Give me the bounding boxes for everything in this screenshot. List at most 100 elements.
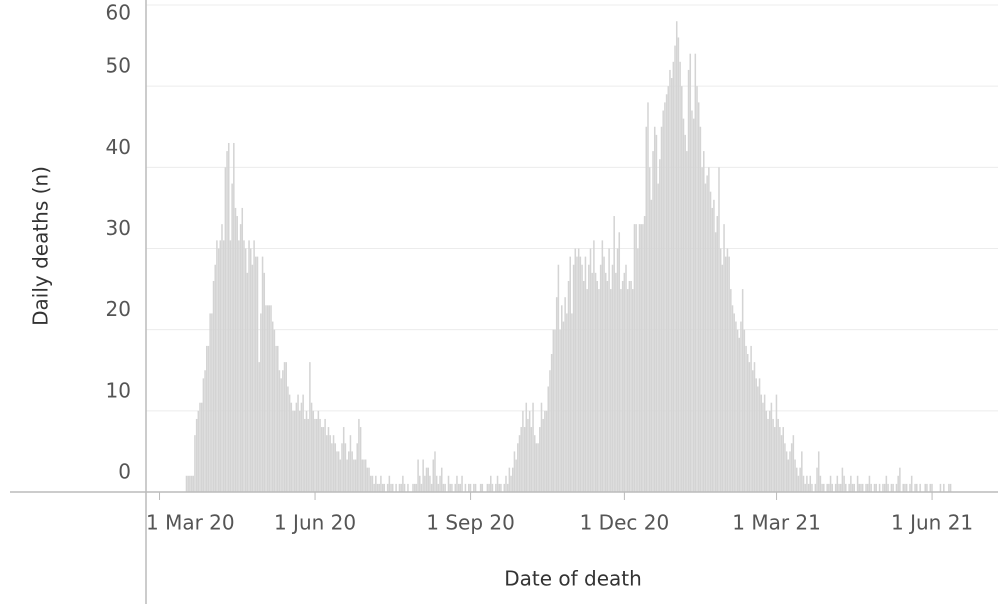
bar <box>552 329 555 492</box>
bar <box>604 272 607 492</box>
bar <box>334 443 337 492</box>
bar <box>687 69 690 492</box>
bar <box>625 264 627 492</box>
bar <box>380 475 382 492</box>
bar <box>738 337 741 492</box>
bar <box>427 467 429 492</box>
bar <box>329 435 331 492</box>
bar <box>346 459 348 492</box>
bar <box>838 483 840 492</box>
bar <box>792 435 795 492</box>
bar <box>904 483 906 492</box>
bar <box>461 475 463 492</box>
bar <box>611 264 614 492</box>
bar <box>774 427 776 492</box>
bar <box>559 329 561 492</box>
bar <box>271 321 274 492</box>
bar <box>660 126 663 492</box>
bar <box>603 256 605 492</box>
bar <box>817 451 820 492</box>
bar <box>586 289 588 492</box>
bar <box>686 151 688 492</box>
bar <box>383 483 386 492</box>
bar <box>266 305 269 492</box>
bar <box>528 410 531 492</box>
bar <box>508 467 511 492</box>
bar <box>682 118 685 492</box>
bar <box>348 451 350 492</box>
bar <box>807 483 810 492</box>
bar <box>819 475 822 492</box>
bar <box>517 443 519 492</box>
bar <box>826 483 828 492</box>
bar <box>748 362 751 492</box>
bar <box>326 435 328 492</box>
bar <box>425 467 428 492</box>
bar <box>675 21 678 492</box>
bar <box>515 459 517 492</box>
bar <box>645 126 648 492</box>
bar <box>222 240 225 492</box>
bar <box>899 467 901 492</box>
bar <box>544 410 546 492</box>
bar <box>510 475 512 492</box>
bar <box>809 475 812 492</box>
bar <box>843 475 845 492</box>
bar <box>858 483 861 492</box>
bar <box>486 483 489 492</box>
bar <box>324 418 326 492</box>
bar <box>637 248 639 492</box>
bar <box>765 410 768 492</box>
bar <box>251 264 254 492</box>
bar <box>265 305 267 492</box>
bar <box>241 207 244 492</box>
bar <box>522 410 524 492</box>
bar <box>701 167 703 493</box>
bar <box>437 483 440 492</box>
bar <box>557 264 560 492</box>
bar <box>234 207 237 492</box>
y-tick-label: 30 <box>106 216 131 240</box>
bar <box>929 483 932 492</box>
bar <box>626 289 629 492</box>
bar <box>378 483 380 492</box>
bar <box>229 240 232 492</box>
bar <box>211 313 213 492</box>
bar <box>363 459 365 492</box>
bar <box>750 345 752 492</box>
bar <box>753 362 756 492</box>
bar <box>853 483 855 492</box>
bar <box>593 240 595 492</box>
bar <box>199 402 201 492</box>
bar <box>520 427 522 492</box>
bar <box>596 280 599 492</box>
bar <box>456 475 458 492</box>
bar <box>618 232 621 492</box>
bar <box>200 402 203 492</box>
bar <box>790 443 793 492</box>
bar <box>305 410 308 492</box>
bar <box>457 483 460 492</box>
bar <box>400 483 402 492</box>
bar <box>447 475 450 492</box>
bar <box>368 467 370 492</box>
bar <box>865 483 867 492</box>
bar <box>662 110 664 493</box>
bar <box>642 224 644 492</box>
bar <box>407 483 409 492</box>
bar <box>779 427 781 492</box>
bar <box>770 402 773 492</box>
bar <box>495 483 497 492</box>
bar <box>190 475 193 492</box>
bar <box>469 483 472 492</box>
bar <box>221 224 223 492</box>
bar <box>273 329 276 492</box>
bar <box>503 483 506 492</box>
bar <box>550 354 553 492</box>
bar <box>885 475 888 492</box>
bar <box>292 410 294 492</box>
y-tick-label: 0 <box>118 460 131 484</box>
bar <box>388 475 391 492</box>
bar <box>599 264 602 492</box>
bar <box>856 475 859 492</box>
